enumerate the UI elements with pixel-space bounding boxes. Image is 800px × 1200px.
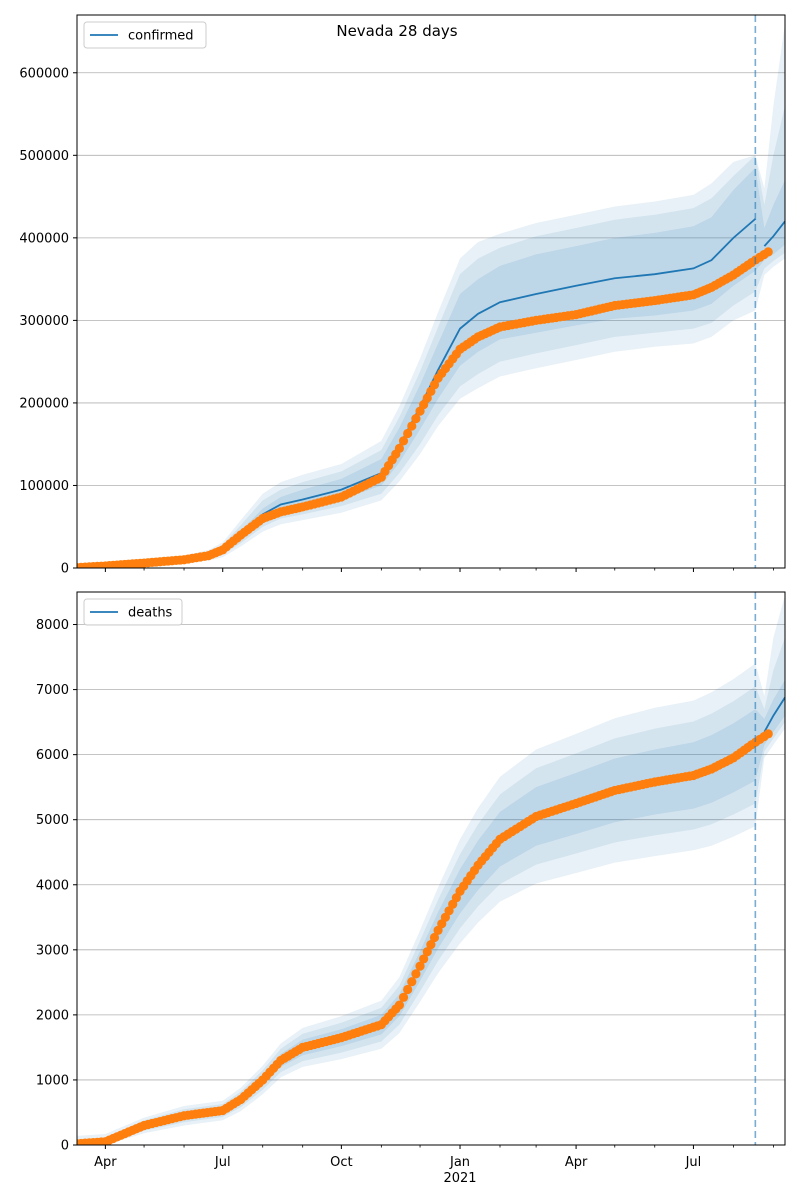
y-tick-label: 100000 — [19, 479, 69, 494]
y-axis: 0 1000 2000 3000 4000 5000 6000 7000 8000 — [36, 618, 77, 1154]
observed-point — [394, 1000, 404, 1010]
y-axis: 0 100000 200000 300000 400000 500000 600000 — [19, 66, 77, 577]
forecast-line — [763, 696, 785, 733]
y-tick-label: 2000 — [36, 1008, 69, 1023]
y-tick-label: 5000 — [36, 813, 69, 828]
observed-point — [429, 932, 440, 943]
y-tick-label: 6000 — [36, 748, 69, 763]
legend-box — [83, 21, 207, 49]
x-tick-label: Oct — [330, 1155, 352, 1170]
axes-frame — [76, 14, 786, 569]
legend: confirmed — [83, 21, 207, 49]
plot-area — [77, 595, 785, 1145]
y-tick-label: 200000 — [19, 396, 69, 411]
plot-area — [77, 23, 785, 568]
observed-point — [398, 436, 409, 446]
confirmed-panel: 0 100000 200000 300000 400000 500000 600000 con… — [19, 14, 786, 577]
band-50 — [77, 167, 785, 568]
legend-label: confirmed — [128, 29, 194, 44]
y-tick-label: 300000 — [19, 314, 69, 329]
legend-label: deaths — [128, 606, 173, 621]
y-tick-label: 600000 — [19, 66, 69, 81]
legend: deaths — [83, 598, 183, 626]
band-90 — [77, 637, 785, 1145]
observed-points — [77, 729, 773, 1145]
y-tick-label: 0 — [61, 1139, 69, 1154]
observed-point — [407, 977, 417, 987]
forecast-line — [763, 220, 785, 247]
y-tick-label: 400000 — [19, 231, 69, 246]
x-tick-label: Jan — [449, 1155, 470, 1170]
x-year-label: 2021 — [443, 1171, 476, 1186]
observed-point — [403, 984, 413, 995]
band-99 — [77, 595, 785, 1145]
observed-points — [77, 247, 773, 568]
y-tick-label: 0 — [61, 562, 69, 577]
y-tick-label: 500000 — [19, 149, 69, 164]
observed-point — [419, 954, 429, 964]
deaths-panel: 0 1000 2000 3000 4000 5000 6000 7000 8000 Apr Jul O… — [36, 591, 786, 1186]
legend-box — [83, 598, 183, 626]
x-tick-label: Jul — [685, 1155, 702, 1170]
observed-point — [422, 947, 432, 957]
observed-point — [403, 428, 413, 439]
observed-point — [763, 247, 773, 257]
x-tick-label: Jul — [214, 1155, 231, 1170]
x-tick-label: Apr — [565, 1155, 588, 1170]
y-tick-label: 8000 — [36, 618, 69, 633]
axes-frame — [76, 591, 786, 1146]
x-axis — [104, 568, 774, 572]
y-tick-label: 7000 — [36, 683, 69, 698]
y-tick-label: 1000 — [36, 1073, 69, 1088]
band-90 — [77, 105, 785, 568]
observed-point — [398, 992, 409, 1002]
y-tick-label: 3000 — [36, 943, 69, 958]
gridlines — [77, 72, 785, 486]
y-tick-label: 4000 — [36, 878, 69, 893]
observed-point — [411, 414, 421, 424]
observed-point — [415, 961, 425, 971]
x-tick-label: Apr — [94, 1155, 117, 1170]
figure-title: Nevada 28 days — [336, 22, 457, 40]
observed-point — [426, 940, 436, 950]
observed-point — [411, 969, 421, 979]
band-99 — [77, 23, 785, 568]
observed-point — [394, 443, 404, 453]
observed-point — [763, 729, 773, 739]
observed-point — [407, 421, 417, 431]
x-axis: Apr Jul Oct Jan Apr Jul 2021 — [94, 1145, 774, 1186]
